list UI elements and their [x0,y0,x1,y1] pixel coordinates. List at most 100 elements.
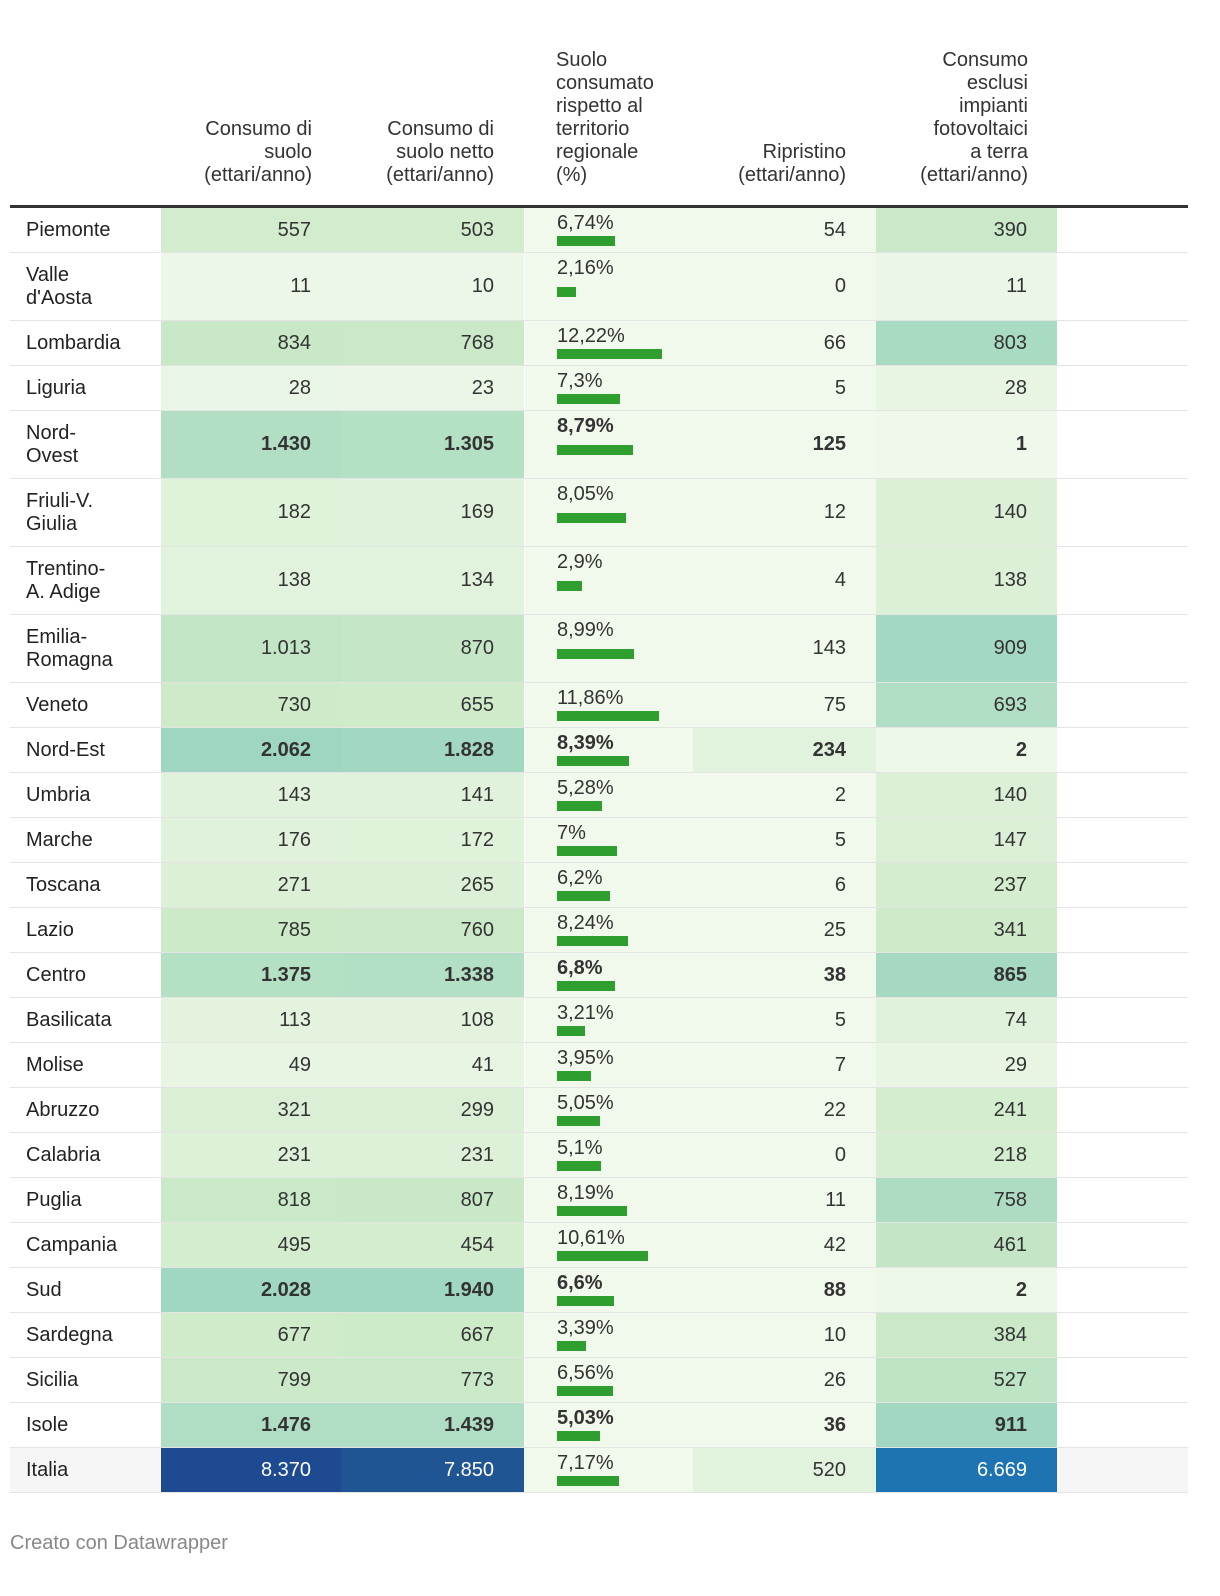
cell-ripristino: 36 [693,1403,876,1447]
cell-netto: 169 [341,479,524,546]
cell-esclusi: 909 [876,615,1057,682]
cell-netto: 172 [341,818,524,862]
row-label: Molise [26,1053,84,1076]
cell-esclusi: 147 [876,818,1057,862]
cell-pct: 2,16% [525,253,693,320]
table-row: Nord- Ovest 1.430 1.305 125 1 8,79% [10,411,1188,479]
pct-label: 11,86% [557,687,624,709]
cell-pct: 8,39% [525,728,693,772]
pct-bar [557,1116,600,1126]
cell-ripristino: 38 [693,953,876,997]
cell-ripristino: 22 [693,1088,876,1132]
cell-pct: 11,86% [525,683,693,727]
row-label: Lazio [26,918,74,941]
row-label: Sud [26,1278,62,1301]
cell-consumo: 182 [161,479,341,546]
pct-label: 3,95% [557,1047,614,1069]
cell-netto: 134 [341,547,524,614]
table-body: Piemonte 557 503 54 390 6,74% Valle d'Aosta 11 1… [10,208,1188,1493]
cell-esclusi: 11 [876,253,1057,320]
cell-consumo: 231 [161,1133,341,1177]
pct-bar [557,349,662,359]
pct-label: 7,3% [557,370,603,392]
cell-netto: 108 [341,998,524,1042]
cell-ripristino: 10 [693,1313,876,1357]
cell-ripristino: 42 [693,1223,876,1267]
pct-label: 6,8% [557,957,603,979]
cell-esclusi: 341 [876,908,1057,952]
pct-label: 8,05% [557,483,614,505]
row-label: Campania [26,1233,118,1256]
table-row: Nord-Est 2.062 1.828 234 2 8,39% [10,728,1188,773]
pct-label: 5,1% [557,1137,603,1159]
pct-bar [557,1206,627,1216]
row-label: Isole [26,1413,69,1436]
table-row: Veneto 730 655 75 693 11,86% [10,683,1188,728]
cell-ripristino: 4 [693,547,876,614]
cell-ripristino: 0 [693,1133,876,1177]
row-label: Toscana [26,873,101,896]
table-row: Sardegna 677 667 10 384 3,39% [10,1313,1188,1358]
cell-ripristino: 520 [693,1448,876,1492]
header-netto: Consumo di suolo netto (ettari/anno) [386,118,494,186]
row-label: Piemonte [26,218,111,241]
cell-consumo: 2.062 [161,728,341,772]
cell-esclusi: 911 [876,1403,1057,1447]
cell-esclusi: 693 [876,683,1057,727]
cell-pct: 5,1% [525,1133,693,1177]
pct-label: 8,24% [557,912,614,934]
cell-esclusi: 2 [876,1268,1057,1312]
cell-consumo: 28 [161,366,341,410]
row-label: Sicilia [26,1368,79,1391]
cell-consumo: 8.370 [161,1448,341,1492]
cell-pct: 8,24% [525,908,693,952]
cell-esclusi: 29 [876,1043,1057,1087]
pct-label: 2,16% [557,257,614,279]
cell-consumo: 495 [161,1223,341,1267]
cell-pct: 6,74% [525,208,693,252]
row-label: Puglia [26,1188,82,1211]
row-label: Veneto [26,693,89,716]
row-label: Basilicata [26,1008,112,1031]
pct-bar [557,711,659,721]
cell-esclusi: 865 [876,953,1057,997]
table-row: Centro 1.375 1.338 38 865 6,8% [10,953,1188,998]
cell-ripristino: 5 [693,818,876,862]
row-label: Emilia- Romagna [26,625,113,671]
cell-netto: 768 [341,321,524,365]
cell-consumo: 677 [161,1313,341,1357]
cell-netto: 299 [341,1088,524,1132]
cell-netto: 1.940 [341,1268,524,1312]
footer-credit: Creato con Datawrapper [10,1532,228,1554]
row-label: Umbria [26,783,91,806]
pct-label: 6,2% [557,867,603,889]
header-esclusi: Consumo esclusi impianti fotovoltaici a … [920,49,1028,186]
cell-pct: 6,56% [525,1358,693,1402]
cell-pct: 5,28% [525,773,693,817]
row-label: Centro [26,963,87,986]
row-label: Nord-Est [26,738,105,761]
cell-pct: 2,9% [525,547,693,614]
cell-netto: 454 [341,1223,524,1267]
cell-consumo: 113 [161,998,341,1042]
cell-esclusi: 1 [876,411,1057,478]
pct-bar [557,1161,601,1171]
pct-bar [557,846,617,856]
row-label: Trentino- A. Adige [26,557,106,603]
cell-consumo: 2.028 [161,1268,341,1312]
table-row: Basilicata 113 108 5 74 3,21% [10,998,1188,1043]
pct-bar [557,1476,619,1486]
pct-bar [557,1026,585,1036]
cell-ripristino: 11 [693,1178,876,1222]
table-row: Sud 2.028 1.940 88 2 6,6% [10,1268,1188,1313]
cell-esclusi: 6.669 [876,1448,1057,1492]
cell-ripristino: 5 [693,366,876,410]
pct-label: 8,79% [557,415,614,437]
cell-pct: 8,79% [525,411,693,478]
cell-ripristino: 25 [693,908,876,952]
cell-netto: 1.439 [341,1403,524,1447]
cell-netto: 141 [341,773,524,817]
pct-bar [557,513,626,523]
cell-consumo: 1.430 [161,411,341,478]
cell-esclusi: 28 [876,366,1057,410]
